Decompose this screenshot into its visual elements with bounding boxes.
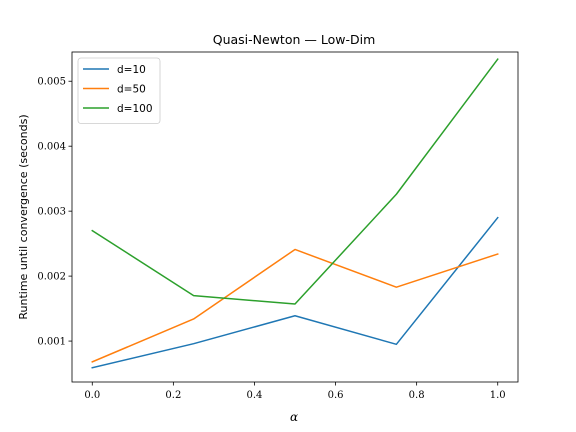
legend: d=10 d=50 d=100 (77, 57, 161, 124)
x-tick-label: 0.2 (165, 390, 181, 401)
x-axis-ticks: 0.0 0.2 0.4 0.6 0.8 1.0 (84, 382, 506, 401)
series-line-d-50 (91, 248, 499, 363)
legend-label: d=50 (117, 83, 146, 95)
y-tick-label: 0.003 (37, 207, 66, 218)
legend-box (77, 57, 161, 124)
y-tick-label: 0.002 (37, 272, 66, 283)
x-tick-label: 1.0 (490, 390, 506, 401)
x-tick-label: 0.8 (409, 390, 425, 401)
legend-label: d=100 (117, 103, 153, 115)
x-tick-label: 0.6 (328, 390, 344, 401)
series-line-d-10 (91, 216, 499, 369)
plot-area (91, 58, 499, 369)
y-axis-ticks: 0.001 0.002 0.003 0.004 0.005 (37, 77, 72, 348)
y-axis-label: Runtime until convergence (seconds) (17, 114, 30, 319)
legend-label: d=10 (117, 64, 146, 76)
chart-title: Quasi-Newton — Low-Dim (213, 32, 376, 47)
x-axis-label: α (290, 410, 298, 424)
y-tick-label: 0.001 (37, 337, 66, 348)
y-tick-label: 0.005 (37, 77, 66, 88)
plot-frame (71, 51, 519, 383)
y-tick-label: 0.004 (37, 142, 66, 153)
x-tick-label: 0.4 (247, 390, 263, 401)
x-tick-label: 0.0 (84, 390, 100, 401)
